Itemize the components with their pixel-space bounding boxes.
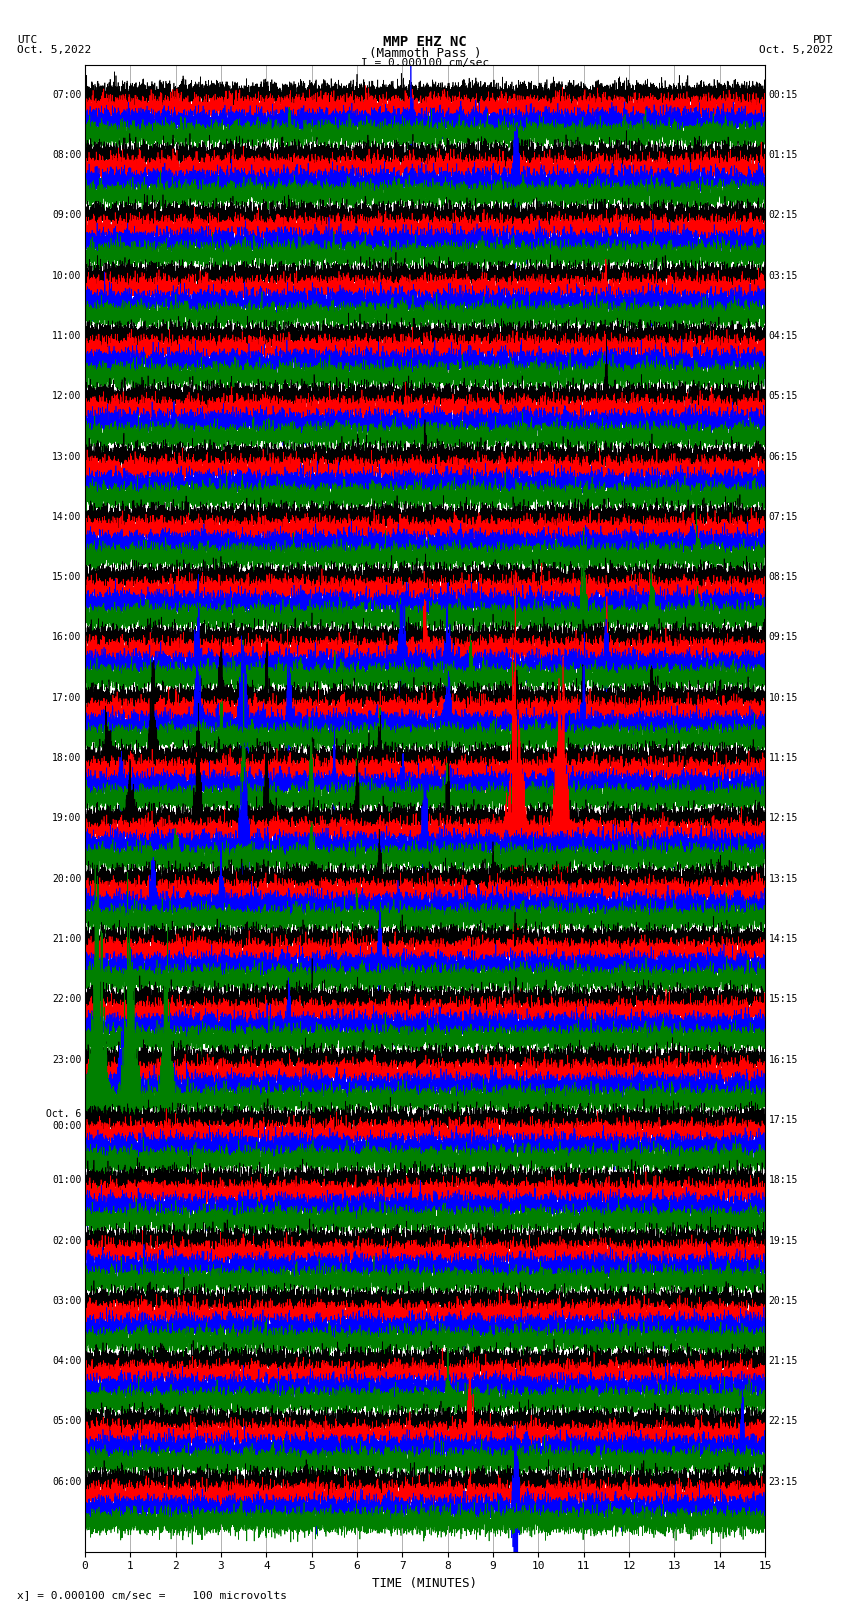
Text: Oct. 5,2022: Oct. 5,2022 xyxy=(17,45,91,55)
Text: 16:00: 16:00 xyxy=(52,632,82,642)
Text: 20:00: 20:00 xyxy=(52,874,82,884)
Text: 11:00: 11:00 xyxy=(52,331,82,340)
Text: 02:15: 02:15 xyxy=(768,210,798,221)
Text: 07:00: 07:00 xyxy=(52,90,82,100)
Text: 04:00: 04:00 xyxy=(52,1357,82,1366)
Text: (Mammoth Pass ): (Mammoth Pass ) xyxy=(369,47,481,60)
Text: 04:15: 04:15 xyxy=(768,331,798,340)
Text: 06:00: 06:00 xyxy=(52,1478,82,1487)
Text: 11:15: 11:15 xyxy=(768,753,798,763)
Text: 14:00: 14:00 xyxy=(52,511,82,523)
Text: 10:00: 10:00 xyxy=(52,271,82,281)
Text: 09:00: 09:00 xyxy=(52,210,82,221)
Text: 17:15: 17:15 xyxy=(768,1115,798,1124)
Text: 13:00: 13:00 xyxy=(52,452,82,461)
X-axis label: TIME (MINUTES): TIME (MINUTES) xyxy=(372,1578,478,1590)
Text: 08:00: 08:00 xyxy=(52,150,82,160)
Text: 14:15: 14:15 xyxy=(768,934,798,944)
Text: 03:00: 03:00 xyxy=(52,1295,82,1307)
Text: UTC: UTC xyxy=(17,35,37,45)
Text: 03:15: 03:15 xyxy=(768,271,798,281)
Text: 15:15: 15:15 xyxy=(768,994,798,1005)
Text: 19:15: 19:15 xyxy=(768,1236,798,1245)
Text: 23:00: 23:00 xyxy=(52,1055,82,1065)
Text: 01:00: 01:00 xyxy=(52,1176,82,1186)
Text: 07:15: 07:15 xyxy=(768,511,798,523)
Text: Oct. 5,2022: Oct. 5,2022 xyxy=(759,45,833,55)
Text: 22:00: 22:00 xyxy=(52,994,82,1005)
Text: x] = 0.000100 cm/sec =    100 microvolts: x] = 0.000100 cm/sec = 100 microvolts xyxy=(17,1590,287,1600)
Text: 21:00: 21:00 xyxy=(52,934,82,944)
Text: 15:00: 15:00 xyxy=(52,573,82,582)
Text: 16:15: 16:15 xyxy=(768,1055,798,1065)
Text: 12:15: 12:15 xyxy=(768,813,798,823)
Text: 05:15: 05:15 xyxy=(768,392,798,402)
Text: 06:15: 06:15 xyxy=(768,452,798,461)
Text: 18:00: 18:00 xyxy=(52,753,82,763)
Text: MMP EHZ NC: MMP EHZ NC xyxy=(383,35,467,50)
Text: 08:15: 08:15 xyxy=(768,573,798,582)
Text: 09:15: 09:15 xyxy=(768,632,798,642)
Text: 02:00: 02:00 xyxy=(52,1236,82,1245)
Text: 01:15: 01:15 xyxy=(768,150,798,160)
Text: 21:15: 21:15 xyxy=(768,1357,798,1366)
Text: 22:15: 22:15 xyxy=(768,1416,798,1426)
Text: 17:00: 17:00 xyxy=(52,692,82,703)
Text: 10:15: 10:15 xyxy=(768,692,798,703)
Text: 12:00: 12:00 xyxy=(52,392,82,402)
Text: 23:15: 23:15 xyxy=(768,1478,798,1487)
Text: Oct. 6
00:00: Oct. 6 00:00 xyxy=(47,1110,82,1131)
Text: I = 0.000100 cm/sec: I = 0.000100 cm/sec xyxy=(361,58,489,68)
Text: PDT: PDT xyxy=(813,35,833,45)
Text: 05:00: 05:00 xyxy=(52,1416,82,1426)
Text: 00:15: 00:15 xyxy=(768,90,798,100)
Text: 20:15: 20:15 xyxy=(768,1295,798,1307)
Text: 13:15: 13:15 xyxy=(768,874,798,884)
Text: 18:15: 18:15 xyxy=(768,1176,798,1186)
Text: 19:00: 19:00 xyxy=(52,813,82,823)
